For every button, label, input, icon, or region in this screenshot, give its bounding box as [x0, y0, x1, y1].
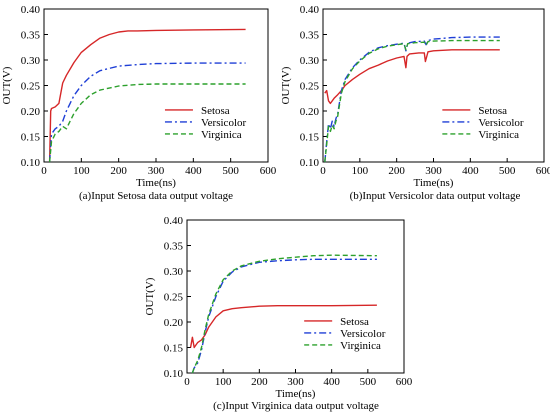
y-tick-label: 0.40: [300, 4, 320, 16]
legend-entry: Versicolor: [478, 117, 524, 129]
panel-caption: (b)Input Versicolor data output voltage: [350, 190, 521, 202]
y-tick-label: 0.35: [21, 30, 41, 42]
y-tick-label: 0.20: [300, 106, 320, 118]
series-line-versicolor: [191, 258, 377, 374]
y-tick-label: 0.30: [164, 266, 184, 278]
x-tick-label: 100: [73, 165, 90, 177]
y-tick-label: 0.15: [21, 132, 41, 144]
x-axis-label: Time(ns): [414, 177, 454, 189]
legend-entry: Setosa: [340, 316, 369, 328]
x-tick-label: 200: [110, 165, 127, 177]
y-axis-label: OUT(V): [144, 277, 156, 315]
legend-entry: Virginica: [478, 129, 519, 141]
panel-caption: (c)Input Virginica data output voltage: [213, 400, 379, 412]
y-tick-label: 0.15: [164, 343, 184, 355]
series-line-setosa: [324, 49, 500, 105]
chart-panel-2: 0 100 200 300 400 500 600 0.10 0.15 0.20 0.25 0.30 0…: [144, 215, 413, 412]
x-tick-label: 0: [320, 165, 326, 177]
y-tick-label: 0.40: [164, 215, 184, 227]
x-tick-label: 200: [251, 376, 268, 388]
x-tick-label: 300: [425, 165, 442, 177]
x-tick-label: 300: [287, 376, 304, 388]
x-tick-label: 600: [260, 165, 277, 177]
x-tick-label: 500: [222, 165, 239, 177]
x-axis-label: Time(ns): [136, 177, 176, 189]
y-tick-label: 0.35: [164, 241, 184, 253]
y-tick-label: 0.40: [21, 4, 41, 16]
series-line-setosa: [48, 28, 246, 163]
legend-entry: Setosa: [201, 105, 230, 117]
x-tick-label: 600: [396, 376, 413, 388]
x-tick-label: 400: [185, 165, 202, 177]
x-tick-label: 400: [323, 376, 340, 388]
y-tick-label: 0.35: [300, 30, 320, 42]
legend-entry: Versicolor: [340, 328, 386, 340]
x-tick-label: 200: [388, 165, 405, 177]
y-tick-label: 0.10: [164, 368, 184, 380]
x-tick-label: 600: [536, 165, 550, 177]
y-tick-label: 0.25: [21, 81, 41, 93]
y-tick-label: 0.25: [164, 292, 184, 304]
y-tick-label: 0.25: [300, 81, 320, 93]
y-tick-label: 0.30: [300, 55, 320, 67]
x-tick-label: 100: [352, 165, 369, 177]
x-tick-label: 0: [184, 376, 190, 388]
y-tick-label: 0.20: [21, 106, 41, 118]
y-axis-label: OUT(V): [1, 66, 13, 104]
legend-entry: Versicolor: [201, 117, 247, 129]
x-tick-label: 500: [499, 165, 516, 177]
series-line-virginica: [48, 83, 246, 163]
y-tick-label: 0.10: [300, 157, 320, 169]
chart-panel-1: 0 100 200 300 400 500 600 0.10 0.15 0.20 0.25 0.30 0…: [280, 4, 550, 202]
x-axis-label: Time(ns): [276, 388, 316, 400]
x-tick-label: 500: [360, 376, 377, 388]
y-tick-label: 0.10: [21, 157, 41, 169]
series-line-setosa: [189, 304, 377, 349]
series-line-virginica: [191, 254, 377, 374]
x-tick-label: 300: [148, 165, 165, 177]
x-tick-label: 100: [215, 376, 232, 388]
series-line-virginica: [324, 39, 500, 163]
y-tick-label: 0.20: [164, 317, 184, 329]
series-line-versicolor: [48, 62, 246, 163]
legend-entry: Setosa: [478, 105, 507, 117]
legend-entry: Virginica: [340, 340, 381, 352]
legend-entry: Virginica: [201, 129, 242, 141]
y-tick-label: 0.15: [300, 132, 320, 144]
y-axis-label: OUT(V): [280, 66, 292, 104]
x-tick-label: 0: [41, 165, 47, 177]
chart-panel-0: 0 100 200 300 400 500 600 0.10 0.15 0.20 0.25 0.30 0…: [1, 4, 277, 202]
x-tick-label: 400: [462, 165, 479, 177]
panel-caption: (a)Input Setosa data output voltage: [79, 190, 233, 202]
y-tick-label: 0.30: [21, 55, 41, 67]
series-line-versicolor: [324, 36, 500, 163]
